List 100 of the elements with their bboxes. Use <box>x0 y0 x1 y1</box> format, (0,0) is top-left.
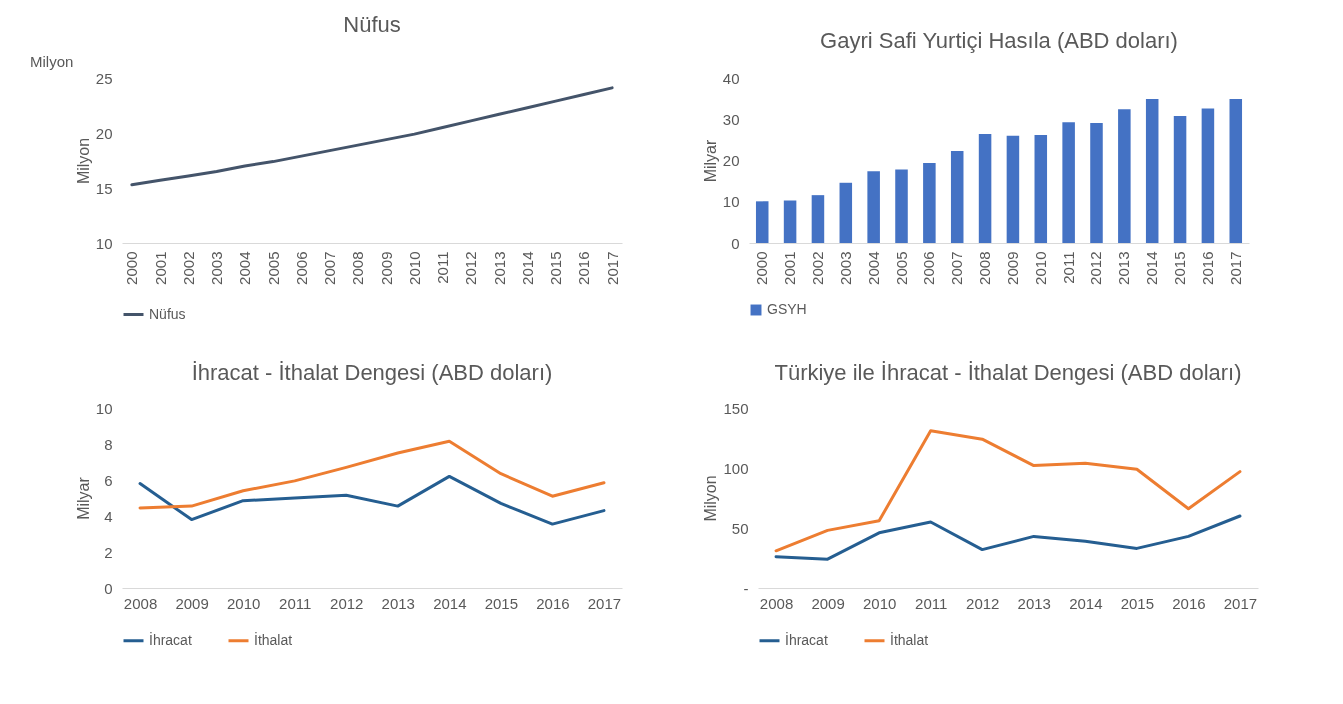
line-series <box>774 429 1242 553</box>
x-tick-label: 2001 <box>781 251 799 285</box>
text: Milyon <box>30 53 74 70</box>
y-tick-label: 20 <box>722 152 740 169</box>
x-tick-label: 2011 <box>1059 251 1077 284</box>
x-tick-label: 2012 <box>462 251 480 285</box>
y-axis-title: Milyar <box>74 476 92 520</box>
x-tick-label: 2007 <box>948 251 966 285</box>
legend-label: İhracat <box>149 630 192 648</box>
y-tick-label: 10 <box>95 234 113 252</box>
y-tick-label: 15 <box>95 179 113 197</box>
x-tick-label: 2014 <box>1143 251 1161 285</box>
x-tick-label: 2008 <box>349 251 367 285</box>
bar <box>867 171 880 243</box>
x-tick-label: 2013 <box>1115 251 1133 285</box>
y-tick-label: 2 <box>104 543 113 561</box>
x-tick-label: 2013 <box>381 594 415 612</box>
x-tick-label: 2009 <box>811 594 845 612</box>
y-tick-label: 10 <box>95 399 113 417</box>
x-tick-label: 2017 <box>1226 251 1244 285</box>
y-tick-label: 0 <box>104 579 113 597</box>
x-tick-label: 2010 <box>862 594 897 612</box>
x-tick-label: 2007 <box>321 251 339 285</box>
bar <box>783 200 797 243</box>
bar <box>1090 122 1103 243</box>
x-tick-label: 2010 <box>226 594 261 612</box>
x-tick-label: 2010 <box>405 251 423 285</box>
x-tick-label: 2014 <box>518 251 536 285</box>
x-tick-label: 2003 <box>836 251 854 285</box>
bar <box>950 151 964 243</box>
x-tick-label: 2017 <box>603 251 621 285</box>
x-tick-label: 2014 <box>1069 594 1103 612</box>
bar <box>1062 122 1075 243</box>
x-tick-label: 2016 <box>536 594 570 612</box>
x-tick-label: 2008 <box>123 594 158 612</box>
chart-title: Nüfus <box>343 12 401 37</box>
y-tick-label: - <box>743 579 749 597</box>
x-tick-label: 2008 <box>976 251 994 285</box>
x-tick-label: 2015 <box>484 594 519 612</box>
chart-title: Gayri Safi Yurtiçi Hasıla (ABD doları) <box>820 28 1178 53</box>
y-tick-label: 10 <box>722 193 740 211</box>
legend-label: GSYH <box>767 301 807 317</box>
x-tick-label: 2011 <box>279 594 312 612</box>
bar <box>1145 99 1159 243</box>
x-tick-label: 2012 <box>966 594 1000 612</box>
x-tick-label: 2016 <box>575 251 593 285</box>
x-tick-label: 2001 <box>151 251 169 285</box>
bar <box>978 134 992 243</box>
x-tick-label: 2015 <box>1120 594 1155 612</box>
x-tick-label: 2017 <box>1223 594 1258 612</box>
bar <box>839 182 853 243</box>
y-tick-label: 150 <box>723 399 749 417</box>
chart-title: İhracat - İthalat Dengesi (ABD doları) <box>191 360 553 385</box>
bar <box>1034 134 1048 243</box>
legend-label: Nüfus <box>149 305 186 322</box>
x-tick-label: 2015 <box>1171 251 1189 285</box>
y-tick-label: 8 <box>104 435 113 453</box>
y-tick-label: 6 <box>104 471 113 489</box>
bar <box>1118 109 1131 243</box>
x-tick-label: 2017 <box>587 594 622 612</box>
x-tick-label: 2000 <box>753 251 771 285</box>
x-tick-label: 2006 <box>920 251 938 285</box>
x-tick-label: 2002 <box>179 251 197 285</box>
x-tick-label: 2016 <box>1198 251 1216 285</box>
legend-label: İthalat <box>254 630 293 648</box>
line-series <box>138 439 606 510</box>
legend-label: İthalat <box>890 630 929 648</box>
x-tick-label: 2000 <box>123 251 141 285</box>
x-tick-label: 2009 <box>1003 251 1021 285</box>
x-tick-label: 2002 <box>808 251 826 285</box>
x-tick-label: 2005 <box>264 251 282 285</box>
y-axis-title: Milyon <box>702 475 720 522</box>
line-series <box>138 474 606 526</box>
line-series <box>130 86 614 187</box>
chart-title: Türkiye ile İhracat - İthalat Dengesi (ABD doları) <box>774 360 1242 385</box>
y-tick-label: 0 <box>731 234 740 252</box>
y-tick-label: 50 <box>731 519 749 537</box>
y-tick-label: 20 <box>95 124 113 142</box>
x-tick-label: 2013 <box>1017 594 1051 612</box>
x-tick-label: 2011 <box>915 594 948 612</box>
x-tick-label: 2016 <box>1172 594 1206 612</box>
bar <box>811 195 825 243</box>
x-tick-label: 2005 <box>892 251 910 285</box>
x-tick-label: 2009 <box>377 251 395 285</box>
x-tick-label: 2010 <box>1031 251 1049 285</box>
y-tick-label: 25 <box>95 69 113 87</box>
bar <box>1173 115 1187 243</box>
y-tick-label: 40 <box>722 69 740 87</box>
y-axis-title: Milyon <box>74 137 92 185</box>
bar <box>923 162 936 243</box>
y-tick-label: 30 <box>722 110 740 128</box>
x-tick-label: 2004 <box>864 251 882 285</box>
bar <box>755 201 769 243</box>
x-tick-label: 2004 <box>236 251 254 285</box>
x-tick-label: 2006 <box>292 251 310 285</box>
x-tick-label: 2013 <box>490 251 508 285</box>
line-series <box>774 514 1242 561</box>
legend-label: İhracat <box>785 630 828 648</box>
bar <box>1201 108 1215 243</box>
y-axis-title: Milyar <box>701 139 719 183</box>
